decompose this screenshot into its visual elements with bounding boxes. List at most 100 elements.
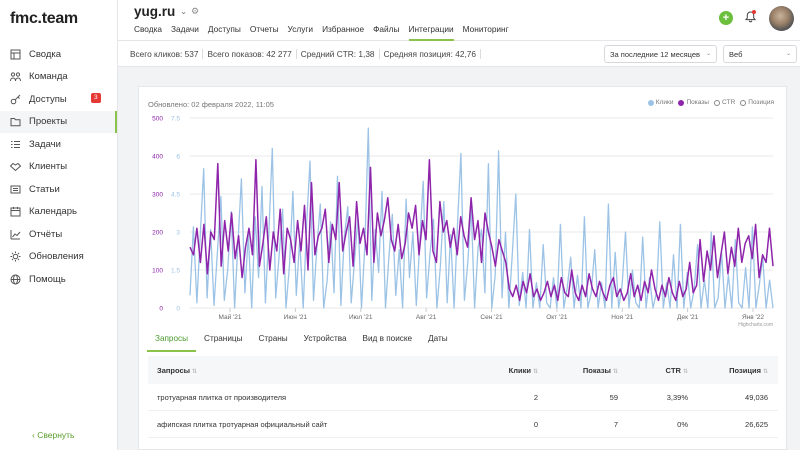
site-selector[interactable]: yug.ru ⌄ ⚙ (134, 4, 199, 19)
total-clicks: Всего кликов: 537 (126, 48, 204, 59)
table-cell: 7 (613, 419, 618, 429)
y2-tick-label: 4.5 (171, 192, 180, 199)
add-icon[interactable]: + (719, 11, 733, 25)
table-row[interactable]: тротуарная плитка от производителя 2 59 3,3… (148, 384, 778, 411)
sidebar-item-3[interactable]: Проекты (0, 110, 117, 133)
legend-label: CTR (721, 99, 736, 106)
table-cell: 59 (609, 392, 618, 402)
source-select[interactable]: Веб ⌄ (723, 45, 797, 63)
sidebar-item-label: Статьи (29, 183, 60, 195)
period-select-value: За последние 12 месяцев (610, 50, 701, 59)
nav-tab[interactable]: Доступы (207, 24, 241, 34)
nav-tab[interactable]: Сводка (134, 24, 163, 34)
column-header[interactable]: Показы ⇅ (538, 366, 618, 375)
legend-label: Клики (655, 99, 674, 106)
chevron-down-icon: ⌄ (785, 51, 791, 57)
key-icon (10, 94, 21, 105)
column-header[interactable]: Позиция ⇅ (688, 366, 776, 375)
legend-marker (647, 99, 654, 106)
legend-item[interactable]: CTR (713, 99, 736, 106)
table-cell: 2 (533, 392, 538, 402)
sidebar-item-9[interactable]: Обновления (0, 246, 117, 269)
table-row[interactable]: афипская плитка тротуарная официальный с… (148, 411, 778, 438)
x-tick-label: Дек '21 (677, 314, 699, 321)
table-row[interactable] (148, 438, 778, 450)
sidebar-item-6[interactable]: Статьи (0, 178, 117, 201)
chevron-down-icon[interactable]: ⌄ (180, 7, 187, 16)
table-tab[interactable]: Даты (428, 334, 448, 343)
sidebar-item-8[interactable]: Отчёты (0, 223, 117, 246)
tasks-icon (10, 139, 21, 150)
sort-icon[interactable]: ⇅ (762, 368, 768, 375)
table-cell: афипская плитка тротуарная официальный с… (157, 419, 328, 429)
column-header-label: CTR (665, 365, 681, 375)
stats-bar: Всего кликов: 537 Всего показов: 42 277 … (118, 41, 800, 67)
column-header[interactable]: Клики ⇅ (478, 366, 538, 375)
table-cell: тротуарная плитка от производителя (157, 392, 287, 402)
nav-tab[interactable]: Мониторинг (462, 24, 509, 34)
gear-icon[interactable]: ⚙ (190, 6, 200, 16)
sidebar-item-label: Календарь (29, 206, 77, 218)
table-tab[interactable]: Страны (258, 334, 288, 343)
avatar[interactable] (769, 6, 794, 31)
series-line-clicks (189, 127, 774, 309)
column-header[interactable]: Запросы ⇅ (148, 366, 478, 375)
nav-tab[interactable]: Отчеты (249, 24, 279, 34)
sidebar-item-0[interactable]: Сводка (0, 43, 117, 66)
site-name: yug.ru (134, 4, 176, 19)
x-tick-label: Май '21 (218, 313, 241, 321)
sidebar-item-5[interactable]: Клиенты (0, 156, 117, 179)
y-tick-label: 100 (152, 268, 163, 275)
calendar-icon (10, 206, 21, 217)
x-tick-label: Окт '21 (546, 314, 568, 321)
sort-icon[interactable]: ⇅ (192, 368, 198, 375)
total-impressions: Всего показов: 42 277 (203, 48, 297, 59)
sidebar-item-2[interactable]: Доступы 3 (0, 88, 117, 111)
sort-icon[interactable]: ⇅ (612, 368, 618, 375)
table-cell: 49,036 (745, 392, 768, 402)
summary-icon (10, 49, 21, 60)
sidebar-item-10[interactable]: Помощь (0, 268, 117, 291)
legend-item[interactable]: Клики (647, 99, 674, 106)
y-tick-label: 300 (152, 192, 163, 199)
legend-marker (678, 99, 685, 106)
table-tab[interactable]: Запросы (147, 328, 197, 352)
y2-tick-label: 6 (176, 154, 180, 161)
nav-tab[interactable]: Интеграции (408, 24, 454, 41)
column-header-label: Клики (508, 365, 531, 375)
table-tab[interactable]: Страницы (204, 334, 243, 343)
table-cell: 3,39% (666, 392, 688, 402)
nav-tab[interactable]: Услуги (287, 24, 314, 34)
header: yug.ru ⌄ ⚙ Сводка Задачи Доступы Отчеты Услу… (118, 0, 800, 41)
handshake-icon (10, 161, 21, 172)
performance-chart: 500 7.5 400 6 300 4.5 200 3 100 1.5 0 0 Май '21 Июн '… (152, 116, 774, 327)
x-tick-label: Янв '22 (742, 314, 764, 321)
legend-item[interactable]: Показы (678, 99, 709, 106)
y-tick-label: 0 (159, 306, 163, 313)
series-line-impressions (189, 159, 774, 302)
sidebar-nav: Сводка Команда Доступы 3 Проекты Задачи Клиент… (0, 43, 117, 291)
sidebar-item-4[interactable]: Задачи (0, 133, 117, 156)
sidebar-item-1[interactable]: Команда (0, 66, 117, 89)
nav-tab[interactable]: Задачи (171, 24, 199, 34)
sort-icon[interactable]: ⇅ (532, 368, 538, 375)
collapse-sidebar-button[interactable]: ‹ Свернуть (32, 430, 75, 440)
nav-tab[interactable]: Файлы (373, 24, 400, 34)
logo[interactable]: fmc.team (0, 0, 117, 38)
sort-icon[interactable]: ⇅ (682, 368, 688, 375)
legend-item[interactable]: Позиция (740, 99, 774, 106)
analytics-card: Обновлено: 02 февраля 2022, 11:05 Клики П… (138, 86, 787, 450)
period-select[interactable]: За последние 12 месяцев ⌄ (604, 45, 717, 63)
team-icon (10, 71, 21, 82)
legend-label: Показы (686, 99, 709, 106)
table-tab[interactable]: Вид в поиске (362, 334, 413, 343)
sidebar-item-label: Сводка (29, 48, 62, 60)
table-tab[interactable]: Устройства (303, 334, 347, 343)
column-header[interactable]: CTR ⇅ (618, 366, 688, 375)
nav-tab[interactable]: Избранное (322, 24, 365, 34)
updated-timestamp: Обновлено: 02 февраля 2022, 11:05 (148, 100, 274, 109)
column-header-label: Запросы (157, 365, 191, 375)
x-tick-label: Авг '21 (416, 314, 437, 321)
y-tick-label: 500 (152, 116, 163, 123)
sidebar-item-7[interactable]: Календарь (0, 201, 117, 224)
